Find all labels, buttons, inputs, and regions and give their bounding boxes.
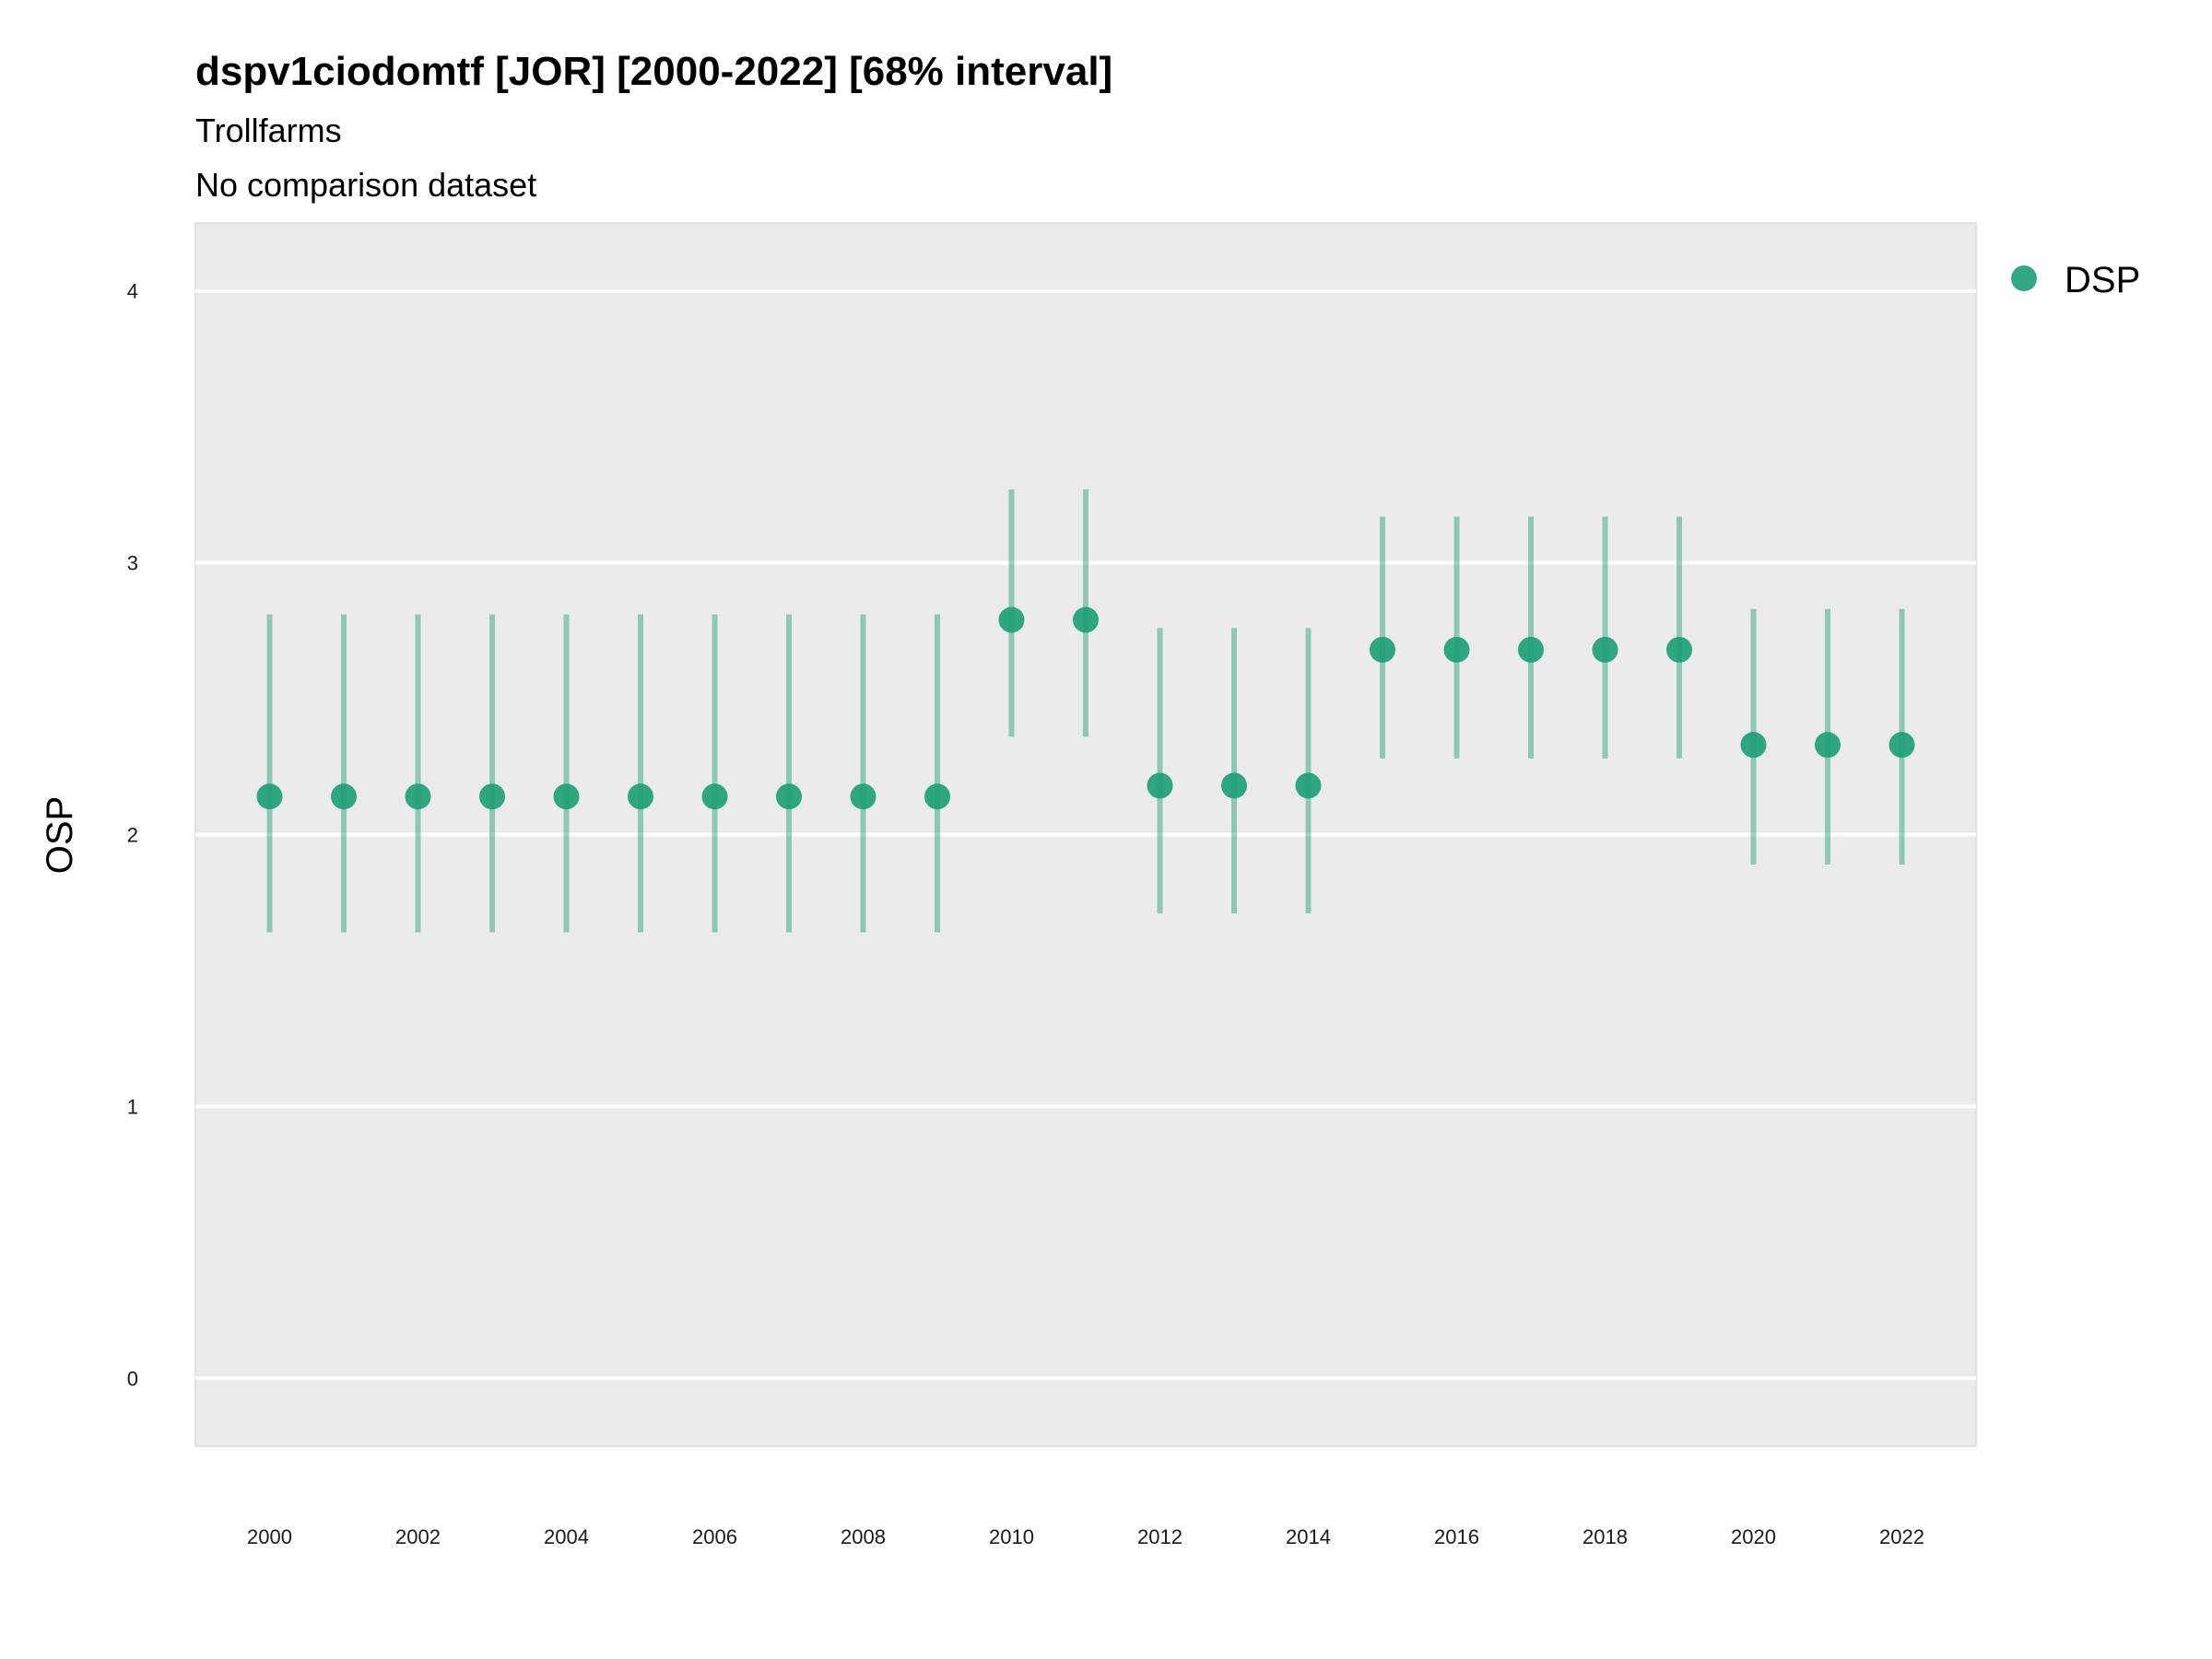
x-axis-ticks: 2000 2002 2004 2006 2008 2010 2012 2014 2016 2018… xyxy=(247,1525,1924,1548)
data-point xyxy=(1443,636,1470,663)
legend-label-dsp: DSP xyxy=(2065,260,2140,300)
data-point xyxy=(701,783,728,810)
data-point xyxy=(1592,636,1618,663)
data-point xyxy=(628,783,653,810)
data-point xyxy=(850,783,877,810)
x-tick-label: 2018 xyxy=(1583,1525,1628,1548)
x-tick-label: 2014 xyxy=(1286,1525,1331,1548)
data-point xyxy=(553,783,580,810)
data-point xyxy=(1666,636,1692,663)
data-point xyxy=(1518,636,1544,663)
data-point xyxy=(256,783,283,810)
y-tick-label: 3 xyxy=(127,552,138,575)
x-tick-label: 2020 xyxy=(1731,1525,1776,1548)
x-tick-label: 2002 xyxy=(395,1525,441,1548)
data-point xyxy=(331,783,357,810)
data-point xyxy=(1295,772,1322,799)
y-axis-title: OSP xyxy=(40,796,80,874)
data-point xyxy=(1740,732,1767,759)
x-tick-label: 2000 xyxy=(247,1525,292,1548)
x-tick-label: 2010 xyxy=(989,1525,1034,1548)
data-point xyxy=(405,783,431,810)
y-tick-label: 0 xyxy=(127,1367,138,1390)
data-point xyxy=(1370,636,1395,663)
legend: DSP xyxy=(2011,260,2140,300)
data-point xyxy=(1815,732,1841,759)
chart-subtitle: Trollfarms xyxy=(195,112,342,149)
data-point xyxy=(1073,606,1099,633)
x-tick-label: 2012 xyxy=(1137,1525,1182,1548)
x-tick-label: 2016 xyxy=(1434,1525,1479,1548)
data-point xyxy=(924,783,950,810)
chart-caption: No comparison dataset xyxy=(195,166,536,204)
data-point xyxy=(1147,772,1173,799)
legend-key-dsp xyxy=(2011,265,2037,291)
data-point xyxy=(998,606,1025,633)
data-point xyxy=(479,783,505,810)
data-points xyxy=(256,606,1915,810)
data-point xyxy=(1221,772,1247,799)
y-tick-label: 4 xyxy=(127,280,138,303)
x-tick-label: 2004 xyxy=(544,1525,589,1548)
x-tick-label: 2006 xyxy=(692,1525,737,1548)
x-tick-label: 2008 xyxy=(841,1525,886,1548)
y-tick-label: 2 xyxy=(127,824,138,847)
gridlines xyxy=(195,288,1976,1381)
x-tick-label: 2022 xyxy=(1879,1525,1924,1548)
chart-title: dspv1ciodomtf [JOR] [2000-2022] [68% int… xyxy=(195,49,1112,94)
y-axis-ticks: 0 1 2 3 4 xyxy=(127,280,138,1391)
data-point xyxy=(1888,732,1915,759)
data-point xyxy=(776,783,802,810)
y-tick-label: 1 xyxy=(127,1095,138,1118)
